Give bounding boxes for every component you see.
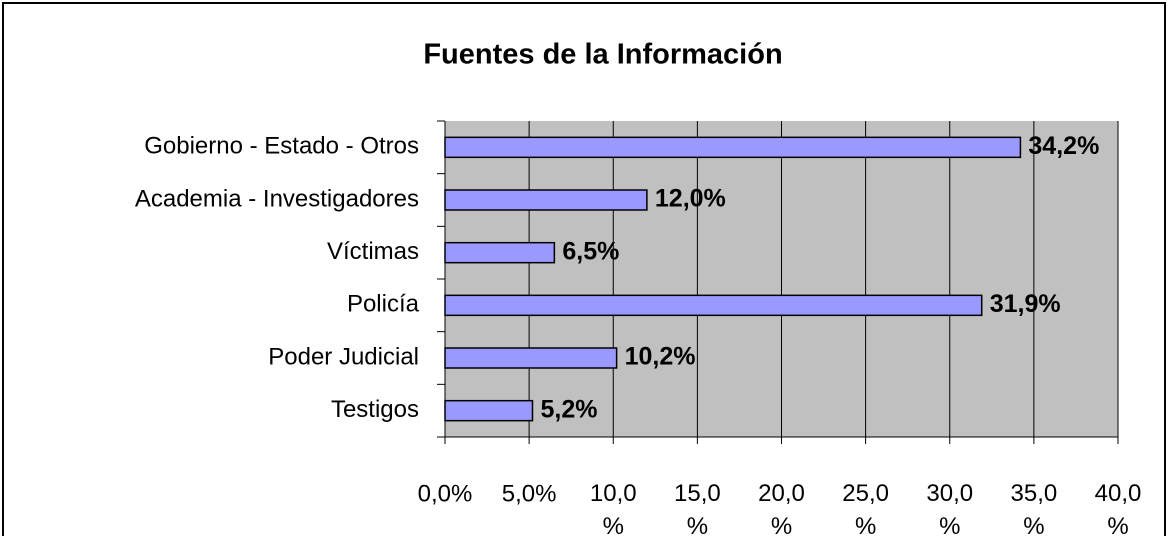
x-tick-label-line: 25,0 (842, 480, 889, 507)
x-tick-label-line: % (771, 513, 792, 536)
y-tick-label: Academia - Investigadores (135, 185, 419, 212)
x-tick-label-line: % (939, 513, 960, 536)
data-label: 31,9% (990, 290, 1061, 318)
x-tick-label-line: % (1107, 513, 1128, 536)
x-tick-label: 40,0% (1095, 480, 1142, 536)
x-tick-label: 5,0% (502, 480, 557, 507)
x-tick-label-line: 10,0 (590, 480, 637, 507)
x-tick-label-line: 35,0 (1011, 480, 1058, 507)
x-tick-label-line: 15,0 (674, 480, 721, 507)
x-tick-label: 30,0% (926, 480, 973, 536)
data-label: 34,2% (1028, 132, 1099, 160)
bar (444, 294, 983, 317)
x-tick-label: 10,0% (590, 480, 637, 536)
y-tick-label: Víctimas (327, 238, 419, 265)
bar (444, 347, 618, 369)
x-tick-label: 20,0% (758, 480, 805, 536)
x-tick-label-line: % (687, 513, 708, 536)
y-tick-label: Testigos (331, 396, 419, 423)
x-tick-label: 25,0% (842, 480, 889, 536)
x-tick-label-line: % (855, 513, 876, 536)
data-label: 10,2% (625, 343, 696, 371)
chart-title: Fuentes de la Información (423, 39, 782, 71)
y-tick-label: Poder Judicial (268, 343, 419, 370)
y-tick-label: Policía (347, 291, 420, 318)
y-tick-label: Gobierno - Estado - Otros (144, 133, 419, 160)
x-tick-label-line: % (1023, 513, 1044, 536)
x-tick-label-line: 40,0 (1095, 480, 1142, 507)
x-tick-label: 35,0% (1011, 480, 1058, 536)
data-label: 6,5% (562, 237, 619, 265)
bar (444, 136, 1022, 159)
x-tick-label-line: 20,0 (758, 480, 805, 507)
x-tick-label-line: 30,0 (926, 480, 973, 507)
bar (444, 189, 648, 211)
data-label: 5,2% (540, 395, 597, 423)
bar (444, 241, 556, 264)
bar (444, 399, 534, 422)
data-label: 12,0% (655, 185, 726, 213)
x-tick-label-line: % (603, 513, 624, 536)
x-tick-label: 0,0% (418, 480, 473, 507)
x-tick-label: 15,0% (674, 480, 721, 536)
